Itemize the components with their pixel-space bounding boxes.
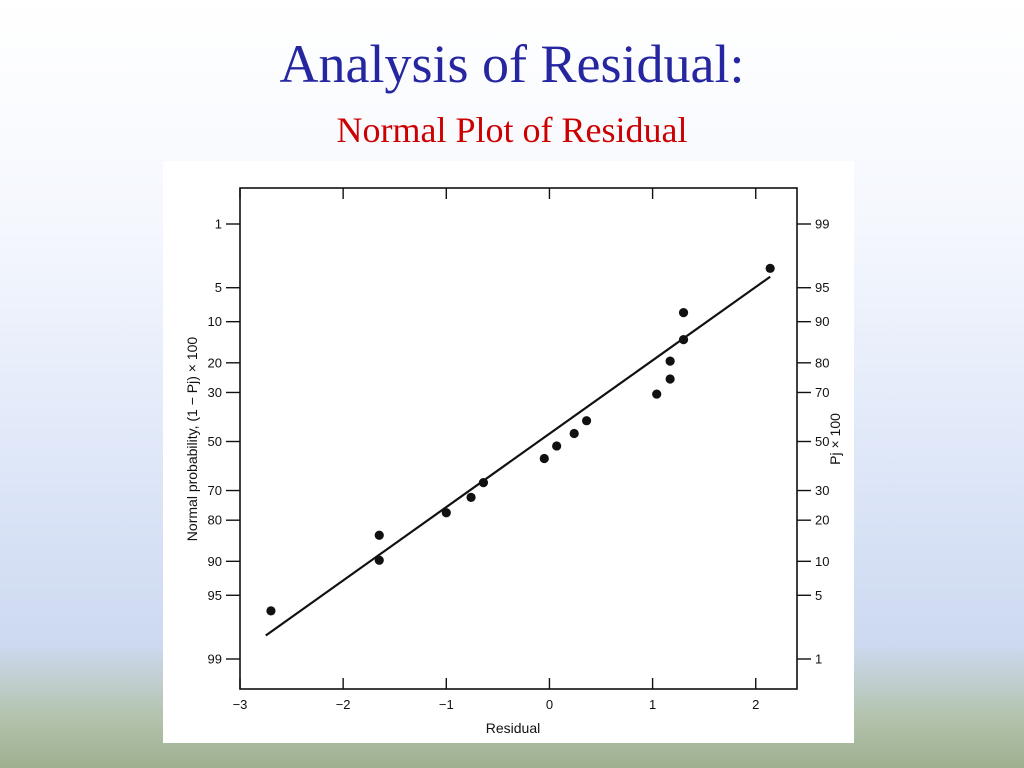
x-tick-label: 1 — [649, 697, 656, 712]
data-point — [665, 374, 675, 384]
right-tick-label: 20 — [815, 513, 829, 528]
left-y-axis: 1 5 10 20 30 50 70 80 90 95 99 — [208, 217, 240, 667]
normal-probability-plot: −3 −2 −1 0 1 2 1 5 10 20 30 50 70 80 90 95 99 99 95 90 80 7… — [163, 161, 854, 743]
left-tick-label: 99 — [208, 652, 222, 667]
right-tick-label: 80 — [815, 355, 829, 370]
data-point — [678, 335, 689, 345]
left-tick-label: 30 — [208, 385, 222, 400]
left-tick-label: 1 — [215, 217, 222, 232]
data-point — [552, 441, 562, 451]
plot-frame — [239, 187, 798, 690]
fit-line-layer — [265, 275, 771, 637]
slide-subtitle: Normal Plot of Residual — [336, 110, 688, 150]
left-tick-label: 5 — [215, 280, 222, 295]
data-point — [678, 308, 689, 318]
right-tick-label: 30 — [815, 483, 829, 498]
right-y-axis-title: Pj × 100 — [827, 413, 843, 465]
data-point — [374, 530, 384, 540]
right-tick-label: 50 — [815, 434, 829, 449]
data-point — [765, 263, 775, 273]
data-point — [441, 508, 451, 518]
right-tick-label: 70 — [815, 385, 829, 400]
data-point — [652, 389, 662, 399]
x-axis: −3 −2 −1 0 1 2 — [233, 188, 759, 712]
data-point — [478, 478, 489, 488]
x-axis-title: Residual — [486, 720, 540, 736]
left-tick-label: 20 — [208, 355, 222, 370]
data-point — [665, 356, 675, 366]
data-point — [266, 606, 276, 616]
data-point — [466, 492, 476, 502]
data-point — [569, 428, 579, 439]
plot-svg: −3 −2 −1 0 1 2 1 5 10 20 30 50 70 80 90 95 99 99 95 90 80 7… — [184, 187, 843, 736]
left-tick-label: 95 — [208, 588, 222, 603]
right-y-axis: 99 95 90 80 70 50 30 20 10 5 1 — [797, 217, 829, 667]
x-tick-label: 2 — [752, 697, 759, 712]
right-tick-label: 90 — [815, 314, 829, 329]
x-tick-label: −1 — [439, 697, 454, 712]
data-point — [374, 555, 384, 565]
left-tick-label: 10 — [208, 314, 222, 329]
right-tick-label: 10 — [815, 554, 829, 569]
right-tick-label: 95 — [815, 280, 829, 295]
right-tick-label: 99 — [815, 217, 829, 232]
left-tick-label: 70 — [208, 483, 222, 498]
x-tick-label: −3 — [233, 697, 248, 712]
data-point — [539, 453, 549, 464]
left-tick-label: 90 — [208, 554, 222, 569]
right-tick-label: 5 — [815, 588, 822, 603]
left-y-axis-title: Normal probability, (1 − Pj) × 100 — [184, 337, 200, 542]
x-tick-label: −2 — [336, 697, 351, 712]
points-layer — [266, 263, 775, 616]
slide-title: Analysis of Residual: — [279, 34, 745, 94]
x-tick-label: 0 — [546, 697, 553, 712]
data-point — [581, 416, 592, 426]
fit-line — [265, 275, 771, 637]
right-tick-label: 1 — [815, 652, 822, 667]
left-tick-label: 50 — [208, 434, 222, 449]
left-tick-label: 80 — [208, 513, 222, 528]
